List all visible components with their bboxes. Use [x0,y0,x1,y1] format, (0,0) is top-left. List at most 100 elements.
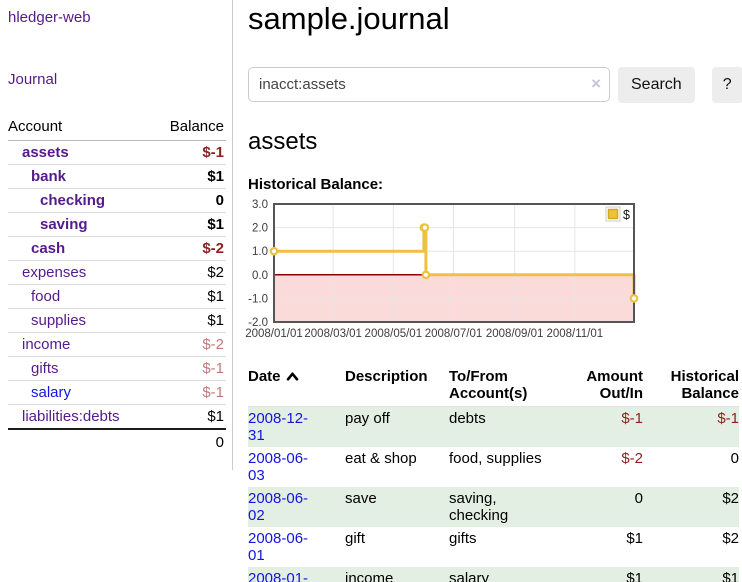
register-balance: 0 [730,449,739,467]
sidebar-total-row: 0 [8,428,226,454]
sidebar-account-row: assets $-1 [8,140,226,165]
sidebar-account-balance: $-1 [153,380,226,405]
help-button[interactable]: ? [711,66,742,103]
search-wrap: × [248,67,610,103]
sidebar: hledger-web Journal Account Balance asse… [0,0,233,470]
sidebar-account-balance: $2 [153,260,226,285]
svg-text:2008/03/01: 2008/03/01 [304,328,362,340]
register-amount: $-1 [621,409,643,427]
sidebar-account-link[interactable]: income [22,336,71,353]
sort-ascending-icon [286,372,298,381]
svg-text:0.0: 0.0 [252,269,268,281]
journal-link[interactable]: Journal [8,71,58,88]
register-balance: $2 [722,529,739,547]
register-date-link[interactable]: 2008-06-03 [248,449,309,484]
register-accounts: salary [449,569,490,582]
register-row: 2008-06-03 eat & shop food, supplies $-2 0 [248,447,739,487]
sidebar-account-link[interactable]: liabilities:debts [22,408,120,425]
register-row: 2008-12-31 pay off debts $-1 $-1 [248,406,739,447]
svg-text:-2.0: -2.0 [248,317,268,329]
description-column-header: Description [345,365,449,407]
sidebar-account-row: saving $1 [8,212,226,237]
register-amount: 0 [634,489,643,507]
register-accounts: gifts [449,529,477,547]
sidebar-account-balance: 0 [153,188,226,213]
balance-column-header: Balance [153,115,226,141]
svg-text:2008/07/01: 2008/07/01 [425,328,483,340]
register-date-link[interactable]: 2008-01-01 [248,569,309,582]
sidebar-account-link[interactable]: food [31,288,61,305]
search-input[interactable] [248,67,610,103]
sidebar-account-balance: $-1 [153,140,226,165]
sidebar-account-row: food $1 [8,284,226,309]
sidebar-account-balance: $1 [153,284,226,309]
search-button[interactable]: Search [618,66,695,103]
nav-journal: Journal [8,71,232,88]
clear-search-icon[interactable]: × [591,74,601,94]
sidebar-account-row: income $-2 [8,332,226,357]
sidebar-account-link[interactable]: saving [40,216,88,233]
sidebar-account-balance: $-2 [153,332,226,357]
sidebar-account-link[interactable]: bank [31,168,67,185]
sidebar-account-balance: $1 [153,308,226,333]
register-balance: $2 [722,489,739,507]
register-date-link[interactable]: 2008-06-02 [248,489,309,524]
register-description: pay off [345,409,390,427]
balance-column-header-register: Historical Balance [643,365,739,407]
date-column-header: Date [248,365,345,407]
sidebar-account-link[interactable]: salary [31,384,72,401]
sidebar-account-row: checking 0 [8,188,226,213]
sidebar-account-row: liabilities:debts $1 [8,405,226,430]
sidebar-account-row: bank $1 [8,164,226,189]
sidebar-account-rows: assets $-1 bank $1 checking 0 saving $1 cash $-2 e… [8,140,226,430]
svg-text:2008/11/01: 2008/11/01 [546,328,603,340]
register-description: income [345,569,394,582]
register-date-link[interactable]: 2008-12-31 [248,409,309,444]
register-accounts: saving, checking [449,489,509,524]
svg-text:2.0: 2.0 [252,222,268,234]
register-balance: $1 [722,569,739,582]
sidebar-account-balance: $1 [207,408,224,425]
total-spacer [8,428,154,454]
sidebar-account-balance: $1 [153,212,226,237]
account-table-header: Account Balance [8,115,226,141]
sidebar-account-balance: $1 [153,164,226,189]
sidebar-account-balance: $-1 [153,356,226,381]
sidebar-account-row: supplies $1 [8,308,226,333]
sidebar-account-link[interactable]: cash [31,240,66,257]
register-description: eat & shop [345,449,417,467]
sidebar-account-row: cash $-2 [8,236,226,261]
sidebar-account-balance: $-2 [153,236,226,261]
sidebar-account-link[interactable]: assets [22,144,69,161]
sidebar-account-row: salary $-1 [8,380,226,405]
chart-label: Historical Balance: [248,175,384,193]
svg-text:2008/01/01: 2008/01/01 [245,328,303,340]
account-column-header: Account [8,115,154,141]
brand-link[interactable]: hledger-web [8,9,91,26]
historical-balance-chart[interactable]: 3.0 2.0 1.0 0.0 -1.0 -2.0 2008/01/01 2008/03/01… [245,198,742,344]
sidebar-account-link[interactable]: checking [40,192,106,209]
account-balance-table: Account Balance assets $-1 bank $1 checking 0… [8,115,226,454]
register-amount: $1 [626,529,643,547]
register-header-row: Date Description To/From Account(s) Amou… [248,365,739,407]
search-form: × Search ? [248,66,742,103]
register-amount: $1 [626,569,643,582]
register-balance: $-1 [717,409,739,427]
sidebar-account-link[interactable]: expenses [22,264,87,281]
register-description: save [345,489,377,507]
register-row: 2008-01-01 income salary $1 $1 [248,566,739,582]
register-row: 2008-06-01 gift gifts $1 $2 [248,527,739,567]
sidebar-account-row: gifts $-1 [8,356,226,381]
register-row: 2008-06-02 save saving, checking 0 $2 [248,486,739,527]
register-date-link[interactable]: 2008-06-01 [248,529,309,564]
register-accounts: food, supplies [449,449,542,467]
account-heading: assets [248,127,318,155]
register-description: gift [345,529,366,547]
svg-text:-1.0: -1.0 [248,293,268,305]
sidebar-account-link[interactable]: gifts [31,360,59,377]
sidebar-account-link[interactable]: supplies [31,312,87,329]
amount-column-header: Amount Out/In [580,365,643,407]
date-column-label: Date [248,367,281,385]
register-rows: 2008-12-31 pay off debts $-1 $-1 2008-06-03 ea… [248,406,739,582]
